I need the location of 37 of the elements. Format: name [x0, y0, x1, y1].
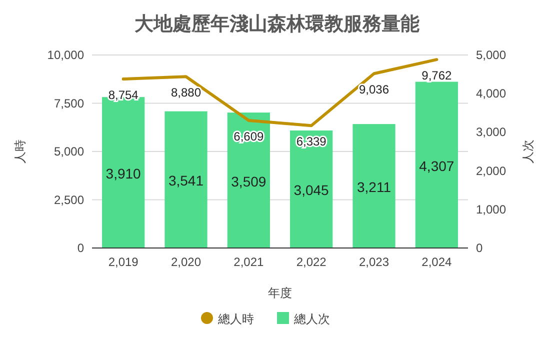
y2-tick-label: 4,000 [476, 86, 506, 101]
y-tick-label: 0 [77, 241, 84, 255]
data-label: 9,762 [422, 68, 452, 83]
y2-tick-label: 3,000 [476, 125, 506, 140]
data-label: 3,541 [168, 172, 204, 189]
x-tick-label: 2,023 [358, 255, 390, 269]
x-axis-title: 年度 [268, 286, 292, 300]
data-label: 3,509 [231, 173, 266, 190]
data-label: 3,045 [294, 182, 330, 198]
x-tick-label: 2,020 [170, 255, 202, 269]
bar [352, 124, 396, 248]
y-tick-label: 7,500 [54, 96, 84, 110]
y2-tick-label: 0 [476, 241, 483, 255]
legend-label: 總人時 [217, 312, 254, 326]
x-tick-label: 2,024 [422, 255, 452, 269]
data-label: 8,880 [170, 86, 202, 100]
data-label: 3,910 [106, 166, 142, 182]
y-tick-label: 2,500 [54, 192, 84, 207]
y-tick-label: 10,000 [47, 48, 84, 62]
y2-tick-label: 5,000 [476, 48, 506, 62]
y-axis-title: 人時 [13, 140, 27, 164]
y-tick-label: 5,000 [54, 144, 84, 158]
x-tick-label: 2,021 [234, 255, 264, 269]
data-label: 3,211 [357, 179, 392, 196]
bar [415, 82, 458, 248]
legend-label: 總人次 [293, 312, 330, 326]
bar [164, 111, 208, 248]
chart-title: 大地處歷年淺山森林環教服務量能 [134, 13, 420, 35]
data-label: 6,609 [234, 129, 264, 144]
data-label: 6,339 [296, 134, 327, 149]
x-tick-label: 2,019 [108, 255, 139, 269]
x-tick-label: 2,022 [296, 255, 327, 269]
y2-tick-label: 2,000 [476, 164, 506, 178]
data-label: 4,307 [419, 158, 454, 174]
y2-axis-title: 人次 [521, 140, 535, 164]
y2-tick-label: 1,000 [476, 202, 506, 216]
data-label: 9,036 [358, 82, 390, 97]
